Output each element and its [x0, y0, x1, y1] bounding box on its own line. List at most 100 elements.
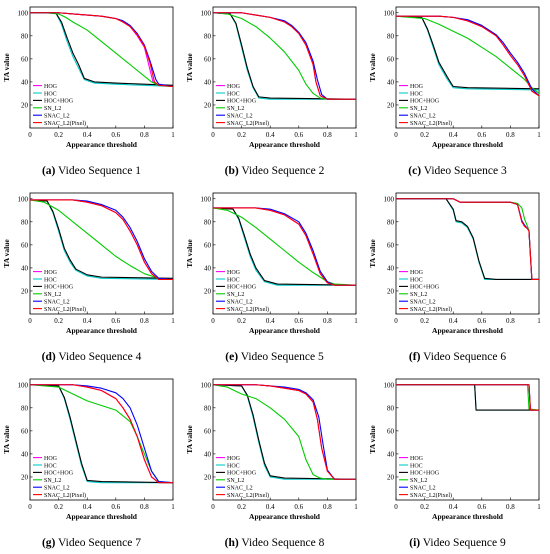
- x-tick-label: 0.4: [83, 131, 92, 139]
- x-tick-label: 0: [28, 503, 32, 511]
- y-tick-label: 20: [387, 101, 395, 109]
- y-tick-label: 60: [387, 55, 395, 63]
- panel-letter: (h): [224, 537, 239, 549]
- x-tick-label: 1: [354, 503, 358, 511]
- line-chart: 0 0.2 0.4 0.6 0.8 1 20 40 60 80 100 Appearance thre…: [2, 378, 175, 521]
- legend-label: SNAC_L2(Pixel): [227, 306, 269, 313]
- y-tick-label: 100: [18, 9, 29, 17]
- y-tick-label: 80: [387, 404, 395, 412]
- x-tick-label: 0.8: [506, 131, 515, 139]
- legend-label: HOC: [44, 91, 57, 97]
- y-tick-label: 80: [21, 404, 29, 412]
- y-tick-label: 20: [21, 473, 29, 481]
- x-tick-label: 0.6: [111, 317, 120, 325]
- panel-title: Video Sequence 3: [421, 165, 507, 177]
- panel-caption: (h) Video Sequence 8: [183, 537, 366, 554]
- legend-label: HOC+HOG: [227, 471, 257, 477]
- chart-panel-b: 0 0.2 0.4 0.6 0.8 1 20 40 60 80 100 Appearance thre…: [183, 0, 366, 182]
- legend-label: HOC+HOG: [410, 99, 440, 105]
- x-axis-label: Appearance threshold: [66, 512, 138, 521]
- legend-label: SNAC_L2: [410, 486, 436, 492]
- series-line-snac-l2-pixel-: [213, 207, 356, 286]
- legend-label: HOC: [410, 463, 423, 469]
- x-tick-label: 0: [211, 503, 215, 511]
- panel-title: Video Sequence 5: [238, 351, 324, 363]
- x-tick-label: 1: [537, 131, 541, 139]
- panel-caption: (b) Video Sequence 2: [183, 165, 366, 182]
- x-tick-label: 0.4: [449, 317, 458, 325]
- legend-label: SNAC_L2: [44, 486, 70, 492]
- legend-label: SN_L2: [410, 292, 427, 298]
- legend-label: HOG: [410, 456, 424, 462]
- chart-panel-h: 0 0.2 0.4 0.6 0.8 1 20 40 60 80 100 Appearance thre…: [183, 372, 366, 554]
- x-tick-label: 1: [171, 503, 175, 511]
- y-tick-label: 60: [204, 55, 212, 63]
- chart-panel-f: 0 0.2 0.4 0.6 0.8 1 20 40 60 80 100 Appearance thre…: [366, 186, 549, 368]
- legend-label: HOC+HOG: [410, 471, 440, 477]
- x-tick-label: 0: [394, 503, 398, 511]
- legend-label: HOC: [410, 91, 423, 97]
- y-tick-label: 20: [21, 101, 29, 109]
- line-chart: 0 0.2 0.4 0.6 0.8 1 20 40 60 80 100 Appearance thre…: [368, 378, 541, 521]
- y-tick-label: 60: [21, 427, 29, 435]
- x-tick-label: 0.6: [294, 503, 303, 511]
- panel-letter: (e): [225, 351, 239, 363]
- panel-title: Video Sequence 8: [238, 537, 325, 549]
- y-tick-label: 60: [21, 55, 29, 63]
- y-tick-label: 100: [18, 195, 29, 203]
- x-tick-label: 0.6: [477, 131, 486, 139]
- series-line-hoc-hog: [212, 12, 357, 100]
- series-line-snac-l2: [30, 384, 174, 484]
- x-tick-label: 0.2: [54, 131, 63, 139]
- y-tick-label: 80: [21, 32, 29, 40]
- legend-label: SNAC_L2(Pixel): [44, 492, 86, 499]
- y-axis-label: TA value: [368, 53, 377, 82]
- plot-frame: [212, 378, 357, 501]
- legend-label: HOC+HOG: [227, 285, 257, 291]
- series-line-snac-l2-pixel-: [30, 384, 173, 484]
- y-axis-label: TA value: [185, 53, 194, 82]
- series-line-sn-l2: [30, 12, 174, 88]
- legend-label: SN_L2: [44, 292, 61, 298]
- series-line-hoc-hog: [29, 384, 174, 484]
- y-tick-label: 20: [387, 473, 395, 481]
- x-tick-label: 0.4: [449, 503, 458, 511]
- legend-label: SNAC_L2(Pixel): [227, 492, 269, 499]
- x-tick-label: 0.8: [323, 131, 332, 139]
- chart-panel-d: 0 0.2 0.4 0.6 0.8 1 20 40 60 80 100 Appearance thre…: [0, 186, 183, 368]
- series-line-hoc-hog: [212, 207, 357, 286]
- x-tick-label: 0.2: [54, 317, 63, 325]
- y-tick-label: 60: [21, 241, 29, 249]
- x-tick-label: 0.6: [111, 503, 120, 511]
- legend-label: HOG: [227, 270, 241, 276]
- legend-label: HOG: [44, 456, 58, 462]
- x-tick-label: 0.6: [477, 503, 486, 511]
- y-tick-label: 80: [204, 32, 212, 40]
- y-tick-label: 80: [204, 404, 212, 412]
- x-tick-label: 0.6: [111, 131, 120, 139]
- x-tick-label: 1: [354, 317, 358, 325]
- y-tick-label: 100: [201, 195, 212, 203]
- y-tick-label: 100: [384, 9, 395, 17]
- line-chart: 0 0.2 0.4 0.6 0.8 1 20 40 60 80 100 Appearance thre…: [185, 378, 358, 521]
- panel-caption: (a) Video Sequence 1: [0, 165, 183, 182]
- series-line-snac-l2-pixel-: [213, 12, 356, 100]
- y-tick-label: 100: [384, 195, 395, 203]
- y-axis-label: TA value: [2, 425, 11, 454]
- y-tick-label: 100: [201, 9, 212, 17]
- series-line-snac-l2: [30, 199, 174, 280]
- series-line-sn-l2: [29, 199, 174, 280]
- x-axis-label: Appearance threshold: [66, 326, 138, 335]
- legend-label: HOC+HOG: [227, 99, 257, 105]
- panel-title: Video Sequence 2: [238, 165, 325, 177]
- legend-label: HOC: [44, 277, 57, 283]
- y-axis-label: TA value: [2, 239, 11, 268]
- x-tick-label: 0.2: [237, 317, 246, 325]
- y-axis-label: TA value: [2, 53, 11, 82]
- y-tick-label: 60: [387, 427, 395, 435]
- x-tick-label: 0.6: [294, 317, 303, 325]
- x-axis-label: Appearance threshold: [432, 326, 504, 335]
- y-tick-label: 100: [384, 381, 395, 389]
- panel-letter: (g): [41, 537, 56, 549]
